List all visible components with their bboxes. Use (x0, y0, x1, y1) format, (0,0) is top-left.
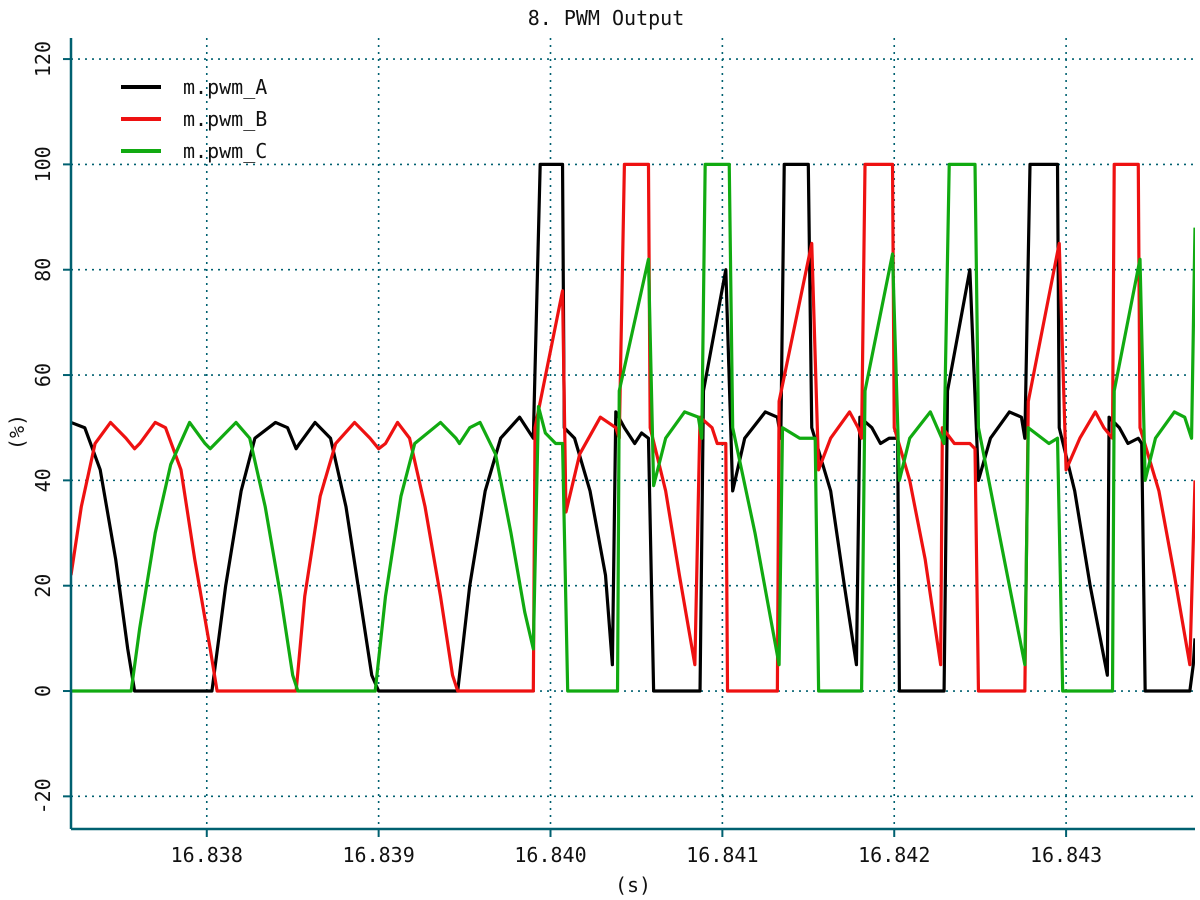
x-tick-label: 16.842 (858, 843, 930, 867)
grid: 16.838 16.839 16.840 16.841 16.842 16.843 -20 0… (31, 38, 1195, 867)
y-tick-label: 100 (31, 146, 55, 182)
y-tick-label: 0 (31, 685, 55, 697)
x-tick-label: 16.839 (343, 843, 415, 867)
y-tick-label: 80 (31, 258, 55, 282)
x-tick-label: 16.841 (686, 843, 758, 867)
y-tick-label: 40 (31, 468, 55, 492)
x-tick-label: 16.838 (171, 843, 243, 867)
y-tick-label: 120 (31, 41, 55, 77)
legend-label: m.pwm_C (183, 139, 267, 163)
y-tick-label: 60 (31, 363, 55, 387)
y-tick-label: 20 (31, 574, 55, 598)
chart-title: 8. PWM Output (528, 6, 685, 30)
x-tick-label: 16.843 (1030, 843, 1102, 867)
legend-label: m.pwm_A (183, 75, 267, 99)
y-tick-label: -20 (31, 778, 55, 814)
series-line (71, 162, 1195, 693)
plot-area (71, 162, 1195, 693)
x-tick-label: 16.840 (514, 843, 586, 867)
legend: m.pwm_A m.pwm_B m.pwm_C (121, 75, 267, 163)
x-axis-label: (s) (615, 873, 651, 897)
y-axis-label: (%) (5, 414, 29, 450)
legend-label: m.pwm_B (183, 107, 267, 131)
